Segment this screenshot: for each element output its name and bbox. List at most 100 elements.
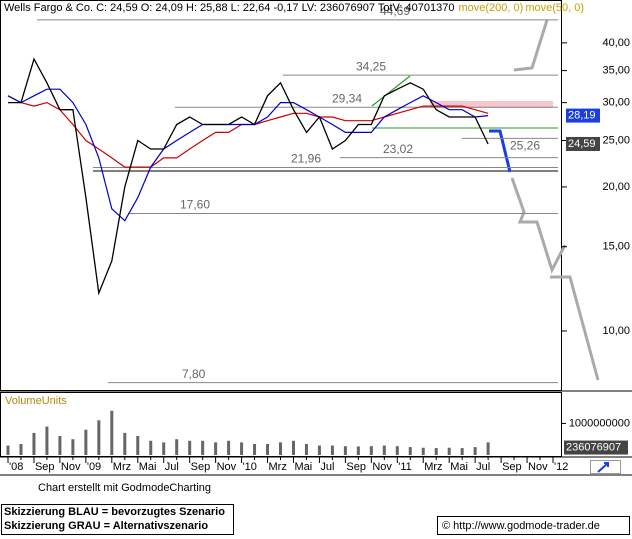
volume-bar: [84, 429, 88, 455]
volume-last-box: [564, 440, 628, 455]
volume-bar: [304, 443, 308, 455]
ma50-last-box: [566, 108, 600, 123]
level-label: 34,25: [356, 59, 386, 73]
volume-bar: [227, 440, 231, 455]
volume-bar: [421, 447, 425, 455]
volume-bar: [201, 440, 205, 455]
x-tick-label: '11: [398, 461, 412, 473]
copyright: © http://www.godmode-trader.de: [442, 520, 600, 532]
volume-bar: [317, 445, 321, 455]
level-label: 7,80: [182, 367, 206, 381]
legend-entry: move(50, 0): [525, 2, 584, 14]
volume-bar: [395, 446, 399, 455]
x-tick-label: Nov: [61, 461, 81, 473]
volume-bar: [123, 432, 127, 455]
volume-bar: [408, 447, 412, 455]
volume-bar: [110, 410, 114, 455]
note-blue: Skizzierung BLAU = bevorzugtes Szenario: [4, 506, 225, 518]
volume-bar: [214, 442, 218, 455]
x-tick-label: Sep: [502, 461, 522, 473]
y-tick-label: 20,00: [602, 181, 630, 193]
moving-average: [7, 88, 489, 222]
level-label: 17,60: [180, 198, 210, 212]
volume-bar: [32, 432, 36, 455]
x-tick-label: Mrz: [269, 461, 287, 473]
note-box: [1, 504, 234, 535]
x-tick-label: Jul: [165, 461, 179, 473]
volume-bar: [447, 447, 451, 455]
copyright-box: [437, 516, 630, 535]
volume-bar: [58, 436, 62, 455]
resistance-zone: [430, 101, 553, 108]
volume-bar: [136, 436, 140, 455]
x-tick-label: Sep: [346, 461, 366, 473]
volume-bar: [188, 440, 192, 455]
volume-bar: [71, 439, 75, 455]
level-label: 44,69: [380, 4, 410, 18]
volume-bar: [6, 445, 10, 455]
volume-tick-label: 1000000000: [569, 417, 630, 429]
volume-bar: [240, 442, 244, 455]
volume-bar: [343, 446, 347, 455]
volume-bar: [460, 448, 464, 455]
x-tick-label: Mrz: [424, 461, 442, 473]
x-tick-label: Jul: [320, 461, 334, 473]
volume-bar: [382, 445, 386, 455]
ma50-last-label: 28,19: [568, 109, 596, 121]
volume-bar: [369, 446, 373, 455]
x-tick-label: Sep: [191, 461, 211, 473]
grey-scenario: [550, 275, 600, 381]
x-tick-label: Mrz: [113, 461, 131, 473]
volume-bar: [253, 443, 257, 455]
volume-bar: [356, 446, 360, 455]
x-tick-label: Nov: [372, 461, 392, 473]
trend-line: [371, 75, 411, 107]
volume-bar: [175, 439, 179, 455]
level-label: 25,26: [510, 139, 540, 153]
volume-bar: [45, 426, 49, 455]
volume-bar: [19, 443, 23, 455]
chart-title: Wells Fargo & Co. C: 24,59 O: 24,09 H: 2…: [4, 2, 455, 14]
volume-bar: [97, 420, 101, 455]
y-tick-label: 30,00: [602, 97, 630, 109]
price-line: [8, 57, 489, 296]
last-price-label: 24,59: [568, 138, 596, 150]
volume-bar: [279, 442, 282, 455]
volume-bar: [162, 442, 166, 455]
x-tick-label: Sep: [35, 461, 55, 473]
last-price-box: [566, 136, 600, 151]
y-tick-label: 25,00: [602, 134, 630, 146]
y-tick-label: 15,00: [602, 241, 630, 253]
x-tick-label: Jul: [476, 461, 490, 473]
blue-scenario: [489, 129, 512, 173]
x-tick-label: Mai: [139, 461, 157, 473]
grey-scenario: [510, 177, 567, 274]
level-label: 29,34: [332, 91, 362, 105]
level-label: 21,96: [291, 152, 321, 166]
level-label: 23,02: [383, 142, 413, 156]
y-tick-label: 10,00: [602, 325, 630, 337]
volume-bar: [149, 440, 153, 455]
arrow-icon: [597, 462, 609, 473]
x-tick-label: '09: [87, 461, 101, 473]
volume-bar: [330, 445, 334, 455]
y-tick-label: 35,00: [602, 65, 630, 77]
credit: Chart erstellt mit GodmodeCharting: [38, 482, 211, 494]
x-tick-label: '08: [9, 461, 23, 473]
volume-bar: [434, 448, 438, 455]
x-tick-label: Mai: [294, 461, 312, 473]
x-tick-label: '10: [243, 461, 257, 473]
grey-scenario: [513, 19, 549, 72]
x-tick-label: Nov: [528, 461, 548, 473]
legend-entry: move(200, 0): [459, 2, 524, 14]
tool-icon[interactable]: [590, 460, 621, 474]
volume-bar: [266, 443, 270, 455]
x-tick-label: Mai: [450, 461, 468, 473]
volume-last-label: 236076907: [566, 441, 621, 453]
note-grey: Skizzierung GRAU = Alternativszenario: [4, 520, 208, 532]
y-tick-label: 40,00: [602, 37, 630, 49]
volume-title: VolumeUnits: [5, 395, 67, 407]
x-tick-label: '12: [554, 461, 568, 473]
